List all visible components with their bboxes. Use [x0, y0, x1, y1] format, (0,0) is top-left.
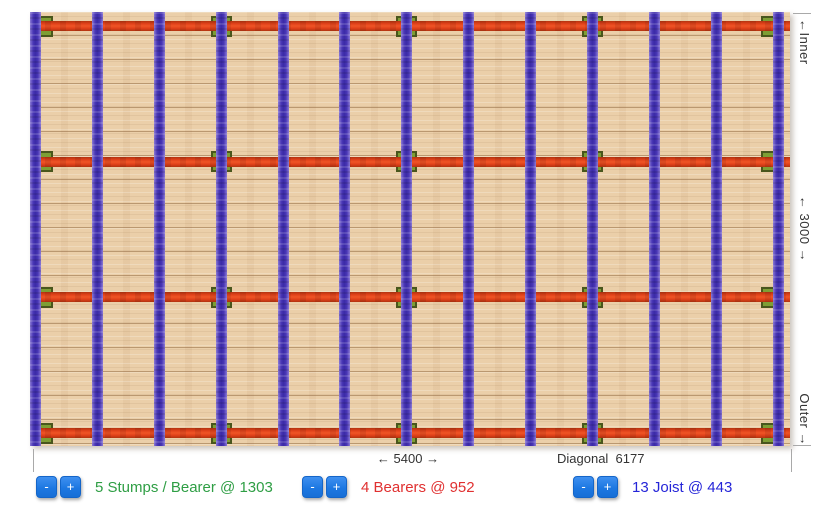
joists-increment-button[interactable]: + [597, 476, 618, 498]
joists-control-group: - + 13 Joist @ 443 [573, 476, 732, 498]
joists-decrement-button[interactable]: - [573, 476, 594, 498]
joist [401, 12, 413, 446]
joist [710, 12, 722, 446]
joist [525, 12, 536, 446]
bearers-count-label: 4 Bearers @ 952 [361, 478, 475, 496]
outer-edge-label: Outer → [797, 393, 812, 446]
joist [215, 12, 227, 446]
joist [648, 12, 660, 446]
joist [153, 12, 165, 446]
stumps-increment-button[interactable]: + [60, 476, 81, 498]
dimension-tick-top [793, 13, 811, 14]
deck-height-label: ← 3000 → [797, 195, 812, 263]
diagonal-label: Diagonal 6177 [557, 451, 645, 466]
dimension-tick-bottom [793, 445, 811, 446]
inner-edge-label: ←Inner [797, 19, 812, 65]
dimension-tick-left [33, 449, 34, 472]
stumps-control-group: - + 5 Stumps / Bearer @ 1303 [36, 476, 273, 498]
bearers-increment-button[interactable]: + [326, 476, 347, 498]
deck-width-label: ← 5400 → [376, 451, 440, 466]
stumps-decrement-button[interactable]: - [36, 476, 57, 498]
joists-count-label: 13 Joist @ 443 [632, 478, 733, 496]
joist [91, 12, 103, 446]
joist [463, 12, 475, 446]
stumps-count-label: 5 Stumps / Bearer @ 1303 [95, 478, 273, 496]
deck-plan [30, 12, 790, 446]
joist [339, 12, 351, 446]
joist [277, 12, 289, 446]
dimension-tick-right [791, 449, 792, 472]
bearers-control-group: - + 4 Bearers @ 952 [302, 476, 475, 498]
joist [772, 12, 784, 446]
joist [30, 12, 41, 446]
bearers-decrement-button[interactable]: - [302, 476, 323, 498]
joist [586, 12, 598, 446]
